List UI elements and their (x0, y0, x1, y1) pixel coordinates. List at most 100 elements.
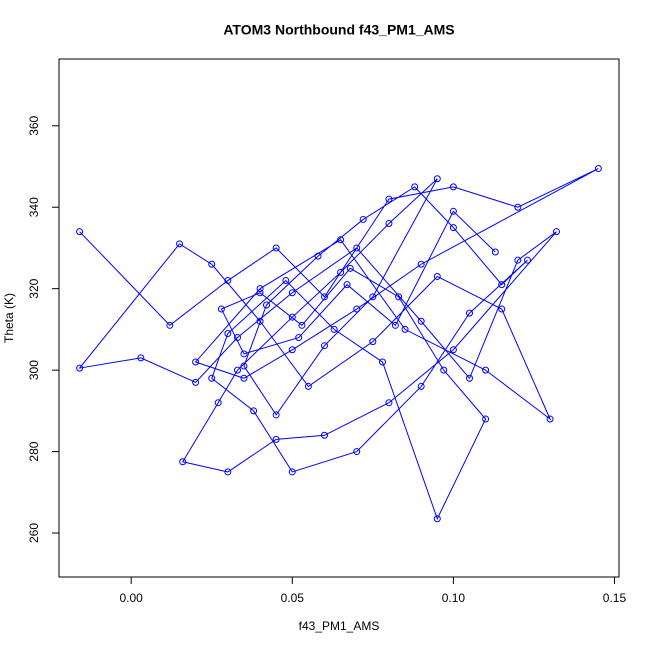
data-point (288, 346, 296, 354)
data-point (385, 399, 393, 407)
data-point (546, 415, 554, 423)
y-tick-label: 300 (27, 360, 41, 380)
data-point (343, 281, 351, 289)
x-tick-label: 0.00 (119, 591, 143, 605)
data-point (440, 366, 448, 374)
data-point (411, 183, 419, 191)
data-point (295, 334, 303, 342)
data-point (76, 364, 84, 372)
data-point (491, 248, 499, 256)
data-point (321, 293, 329, 301)
x-tick-label: 0.15 (603, 591, 627, 605)
data-point (240, 362, 248, 370)
y-tick-label: 320 (27, 278, 41, 298)
data-point (498, 281, 506, 289)
y-tick-label: 260 (27, 523, 41, 543)
plot-frame (58, 58, 620, 578)
data-point (166, 321, 174, 329)
data-point (321, 342, 329, 350)
data-point (224, 468, 232, 476)
data-point (449, 224, 457, 232)
data-point (395, 293, 403, 301)
data-point (250, 407, 258, 415)
data-point (217, 305, 225, 313)
data-point (465, 374, 473, 382)
data-point (179, 458, 187, 466)
data-point (208, 260, 216, 268)
data-point (552, 228, 560, 236)
data-point (272, 411, 280, 419)
data-point (353, 448, 361, 456)
data-point (288, 289, 296, 297)
data-point (137, 354, 145, 362)
data-point (417, 260, 425, 268)
data-point (353, 305, 361, 313)
data-point (176, 240, 184, 248)
data-point (433, 272, 441, 280)
data-point (240, 374, 248, 382)
data-point (272, 435, 280, 443)
chart-title: ATOM3 Northbound f43_PM1_AMS (223, 22, 454, 38)
data-point (523, 256, 531, 264)
data-line (78, 168, 599, 521)
data-point (417, 317, 425, 325)
data-point (482, 415, 490, 423)
data-point (192, 358, 200, 366)
data-point (433, 175, 441, 183)
data-point (594, 165, 602, 173)
data-point (337, 236, 345, 244)
data-point (224, 277, 232, 285)
data-point (234, 334, 242, 342)
data-point (234, 366, 242, 374)
data-point (369, 293, 377, 301)
data-point (378, 358, 386, 366)
y-tick-label: 360 (27, 115, 41, 135)
data-point (498, 305, 506, 313)
data-point (359, 215, 367, 223)
data-point (256, 317, 264, 325)
data-point (304, 382, 312, 390)
y-tick-label: 280 (27, 441, 41, 461)
y-tick-label: 340 (27, 197, 41, 217)
data-point (337, 268, 345, 276)
data-point (192, 378, 200, 386)
data-point (224, 329, 232, 337)
x-axis-label: f43_PM1_AMS (299, 619, 380, 633)
data-point (385, 220, 393, 228)
data-point (256, 289, 264, 297)
data-point (449, 183, 457, 191)
data-point (401, 325, 409, 333)
data-point (514, 256, 522, 264)
data-point (465, 309, 473, 317)
data-point (385, 195, 393, 203)
data-point (391, 321, 399, 329)
data-point (272, 244, 280, 252)
data-point (263, 301, 271, 309)
data-point (449, 207, 457, 215)
data-point (298, 321, 306, 329)
data-point (288, 468, 296, 476)
data-point (449, 346, 457, 354)
data-point (282, 277, 290, 285)
data-point (314, 252, 322, 260)
data-point (353, 244, 361, 252)
data-point (214, 399, 222, 407)
data-point (208, 374, 216, 382)
data-point (330, 325, 338, 333)
x-tick-label: 0.10 (442, 591, 466, 605)
data-point (433, 515, 441, 523)
y-axis-label: Theta (K) (2, 293, 16, 343)
data-point (417, 382, 425, 390)
data-point (482, 366, 490, 374)
data-point (514, 203, 522, 211)
data-point (256, 285, 264, 293)
data-point (288, 313, 296, 321)
data-point (369, 338, 377, 346)
data-point (240, 350, 248, 358)
x-tick-label: 0.05 (281, 591, 305, 605)
data-point (346, 264, 354, 272)
data-point (321, 431, 329, 439)
data-point (76, 228, 84, 236)
